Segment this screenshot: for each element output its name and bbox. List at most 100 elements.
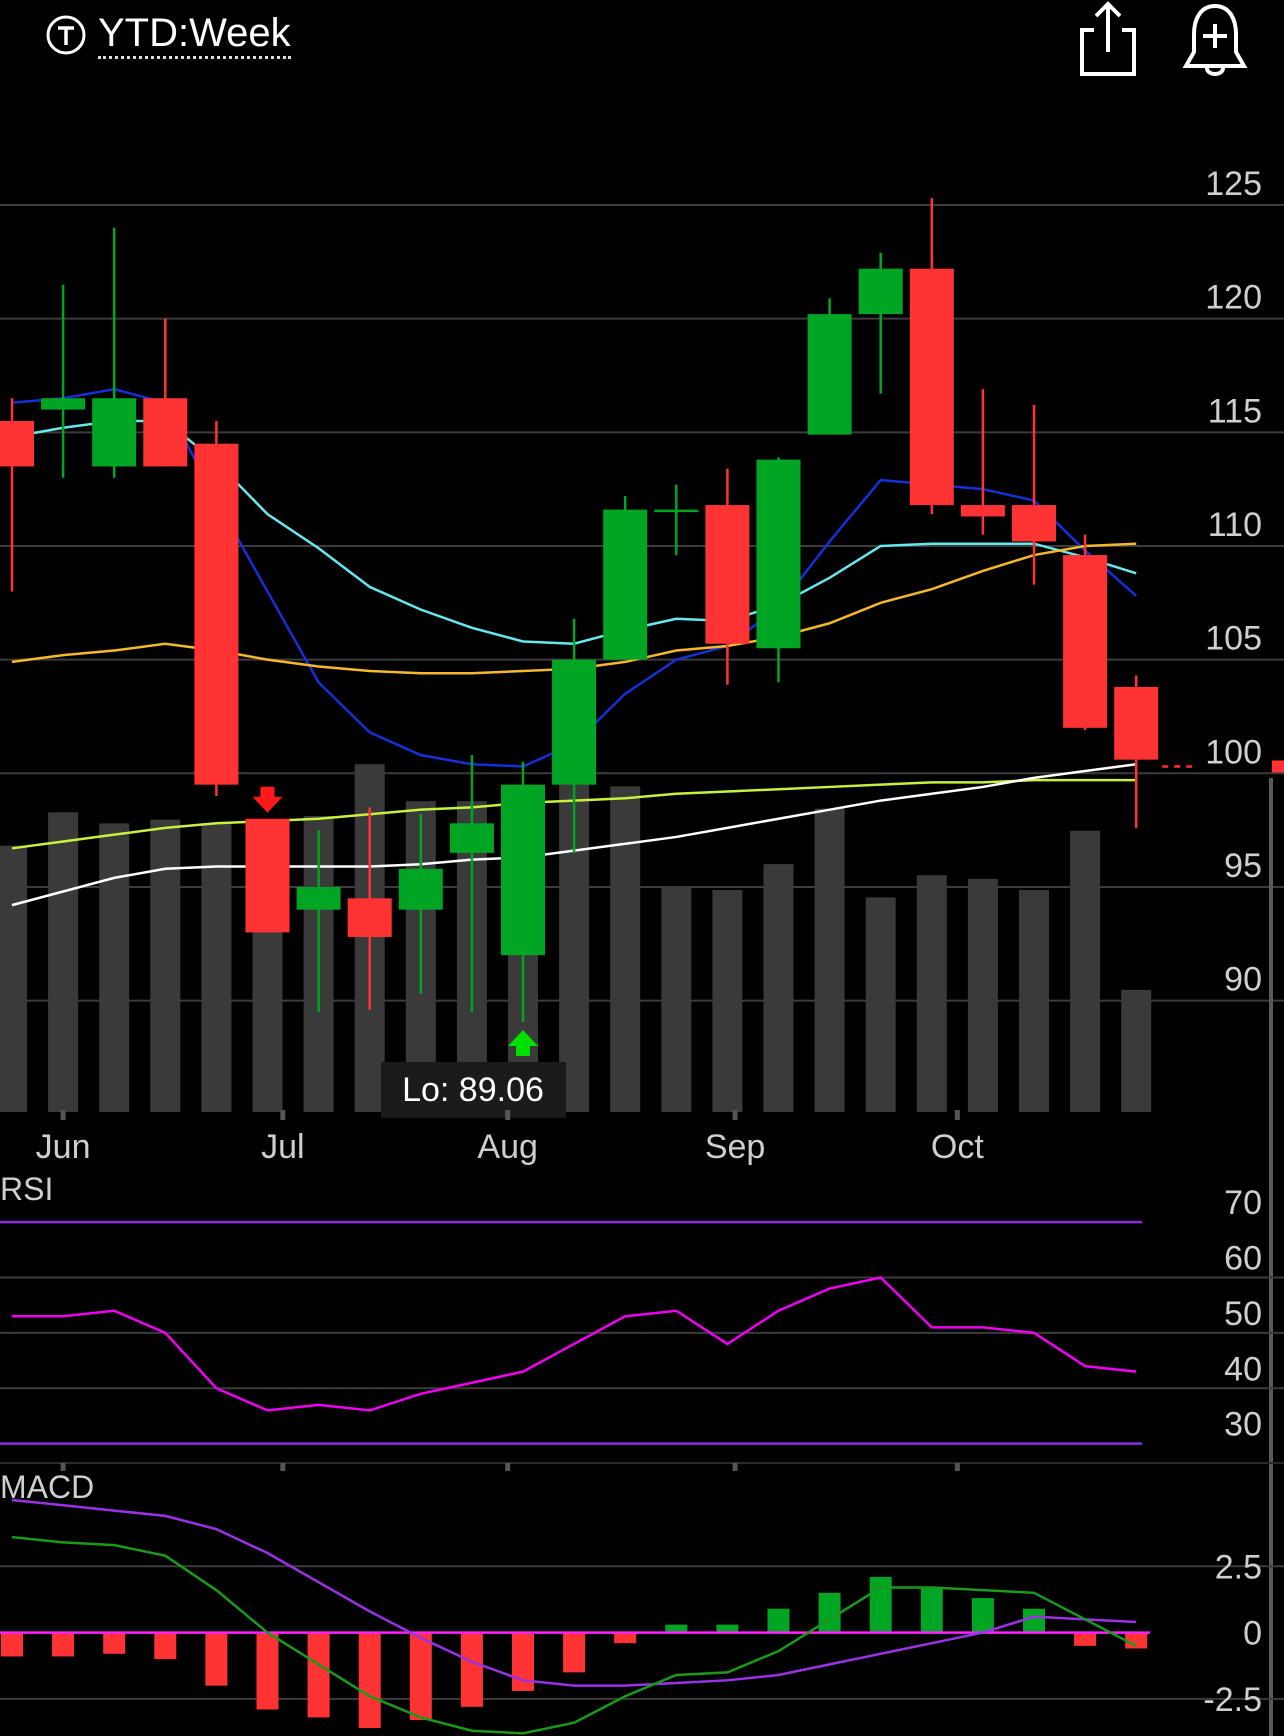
candle-down [909, 268, 954, 506]
candle-up [552, 659, 597, 785]
volume-bar [967, 878, 998, 1112]
volume-bar [99, 823, 130, 1112]
price-axis-label: 120 [1205, 279, 1262, 317]
volume-bar [150, 819, 181, 1112]
rsi-axis-label: 60 [1224, 1240, 1262, 1278]
price-axis-label: 125 [1205, 165, 1262, 203]
macd-histogram-bar [154, 1632, 177, 1660]
price-axis-label: 90 [1224, 961, 1262, 999]
candle-up [41, 398, 86, 410]
x-axis-label: Jun [36, 1128, 91, 1166]
price-axis-label: 115 [1208, 392, 1262, 430]
volume-bar [0, 845, 27, 1112]
share-button[interactable] [1072, 0, 1142, 80]
macd-histogram-bar [665, 1624, 688, 1633]
volume-bar [865, 897, 896, 1112]
macd-histogram-bar [358, 1632, 381, 1729]
volume-bar [763, 864, 794, 1112]
macd-histogram-bar [409, 1632, 432, 1721]
add-alert-button[interactable] [1180, 0, 1250, 80]
chart-header: YTD:Week [0, 0, 1284, 80]
volume-bar [48, 812, 79, 1112]
volume-bar [712, 890, 743, 1112]
share-icon [1080, 1, 1136, 76]
candle-up [92, 398, 137, 467]
price-axis-label: 110 [1208, 506, 1262, 544]
macd-panel-title: MACD [0, 1469, 94, 1505]
candle-up [756, 459, 801, 649]
x-axis-label: Oct [931, 1128, 984, 1166]
macd-line [11, 1535, 1137, 1735]
rsi-axis-label: 40 [1224, 1350, 1262, 1388]
candle-down [705, 505, 750, 644]
candle-up [296, 886, 341, 910]
low-price-label: Lo: 89.06 [402, 1071, 544, 1109]
candle-down [960, 505, 1005, 517]
candle-down [347, 898, 392, 937]
volume-bar [1019, 890, 1049, 1112]
candle-up [654, 509, 699, 513]
candle-up [603, 509, 648, 660]
candle-up [398, 868, 443, 910]
volume-bar [916, 875, 947, 1112]
macd-axis-label: 0 [1243, 1615, 1262, 1653]
macd-histogram-bar [256, 1632, 279, 1710]
macd-axis-label: 2.5 [1215, 1548, 1262, 1586]
price-axis-label: 95 [1224, 847, 1262, 885]
candle-down [1012, 505, 1056, 542]
macd-histogram-bar [52, 1632, 75, 1657]
rsi-axis-label: 70 [1224, 1184, 1262, 1222]
rsi-line [12, 1276, 1137, 1412]
macd-histogram-bar [614, 1632, 637, 1644]
volume-bar [610, 786, 641, 1112]
macd-histogram-bar [971, 1598, 994, 1633]
macd-histogram-bar [307, 1632, 330, 1718]
candle-down [1063, 555, 1108, 728]
x-axis-label: Sep [705, 1128, 766, 1166]
macd-histogram-bar [920, 1587, 943, 1633]
macd-histogram-bar [1, 1632, 23, 1657]
volume-bar [201, 823, 232, 1112]
rsi-panel-title: RSI [0, 1171, 53, 1207]
sell-signal-arrow [252, 786, 283, 813]
macd-histogram-bar [767, 1608, 790, 1633]
candle-down [245, 818, 290, 933]
timeframe-label: YTD:Week [98, 10, 291, 59]
candle-up [449, 823, 494, 853]
volume-bar [1121, 989, 1152, 1112]
last-price-marker [1272, 760, 1284, 773]
macd-histogram-bar [512, 1632, 534, 1691]
macd-histogram-bar [1023, 1608, 1045, 1633]
macd-signal-line [11, 1498, 1137, 1687]
macd-histogram-bar [1125, 1632, 1148, 1649]
buy-signal-arrow [508, 1029, 538, 1056]
macd-histogram-bar [205, 1632, 228, 1686]
candle-up [501, 784, 545, 956]
price-axis-label: 100 [1205, 733, 1262, 771]
candle-up [807, 314, 852, 435]
volume-bar [814, 808, 845, 1112]
rsi-axis-label: 50 [1224, 1295, 1262, 1333]
candle-down [0, 420, 34, 467]
rsi-axis-label: 30 [1224, 1406, 1262, 1444]
macd-axis-label: -2.5 [1203, 1681, 1262, 1719]
volume-bar [661, 886, 692, 1112]
price-axis-label: 105 [1205, 620, 1262, 658]
macd-histogram-bar [818, 1592, 841, 1633]
candle-down [1114, 686, 1159, 760]
timeframe-selector[interactable]: YTD:Week [46, 10, 291, 59]
macd-histogram-bar [1074, 1632, 1097, 1646]
macd-histogram-bar [460, 1632, 483, 1707]
macd-histogram-bar [563, 1632, 586, 1673]
macd-histogram-bar [716, 1624, 739, 1633]
x-axis-label: Aug [477, 1128, 538, 1166]
x-axis-label: Jul [261, 1128, 304, 1166]
candle-up [858, 268, 903, 315]
macd-histogram-bar [869, 1576, 892, 1633]
macd-histogram-bar [103, 1632, 126, 1654]
low-price-label-box [381, 1061, 566, 1118]
candle-down [143, 398, 188, 467]
volume-bar [1070, 830, 1101, 1112]
bell-plus-icon [1182, 3, 1248, 76]
